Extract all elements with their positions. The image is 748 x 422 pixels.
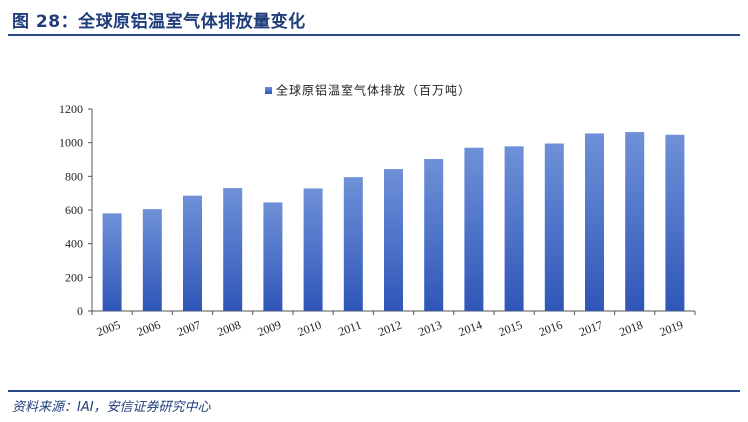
- chart-legend: 全球原铝温室气体排放（百万吨）: [265, 83, 471, 98]
- x-tick-label: 2012: [376, 318, 403, 339]
- bar-2011: [343, 177, 363, 311]
- title-divider: [8, 34, 740, 36]
- source-divider: [8, 390, 740, 392]
- x-tick-label: 2011: [336, 318, 363, 339]
- y-tick-label: 200: [65, 270, 83, 284]
- bar-2012: [384, 169, 403, 311]
- bar-2007: [183, 195, 202, 311]
- y-tick-label: 1200: [59, 102, 83, 116]
- legend-swatch: [265, 87, 272, 94]
- bar-2010: [303, 188, 323, 311]
- legend-label: 全球原铝温室气体排放（百万吨）: [276, 83, 471, 98]
- bar-2014: [464, 147, 484, 311]
- x-tick-label: 2015: [497, 318, 524, 339]
- x-tick-label: 2017: [577, 318, 604, 339]
- x-tick-label: 2006: [135, 318, 162, 339]
- bar-2016: [544, 143, 564, 311]
- y-tick-label: 600: [65, 203, 83, 217]
- y-tick-label: 800: [65, 169, 83, 183]
- x-tick-label: 2009: [256, 318, 283, 339]
- x-tick-label: 2018: [617, 318, 644, 339]
- bar-2018: [625, 132, 645, 311]
- bar-2019: [665, 134, 685, 311]
- x-tick-label: 2016: [537, 318, 564, 339]
- x-tick-label: 2019: [658, 318, 685, 339]
- bar-2006: [142, 209, 162, 311]
- x-tick-label: 2008: [215, 318, 242, 339]
- x-tick-label: 2010: [296, 318, 323, 339]
- bar-2013: [424, 158, 444, 311]
- source-note: 资料来源：IAI，安信证券研究中心: [12, 400, 211, 415]
- bar-2009: [263, 202, 283, 311]
- bar-2015: [504, 146, 524, 311]
- x-tick-label: 2005: [95, 318, 122, 339]
- y-tick-label: 1000: [59, 136, 83, 150]
- figure-title: 图 28：全球原铝温室气体排放量变化: [12, 12, 306, 32]
- bar-2017: [585, 133, 604, 311]
- x-tick-label: 2007: [175, 318, 202, 339]
- x-tick-label: 2013: [416, 318, 443, 339]
- y-tick-label: 0: [77, 304, 83, 318]
- x-tick-label: 2014: [457, 318, 484, 339]
- y-tick-label: 400: [65, 237, 83, 251]
- bar-2008: [223, 188, 243, 311]
- bar-chart: 全球原铝温室气体排放（百万吨） 0 200 400 600 800 1000 1200 20…: [59, 83, 696, 339]
- bar-2005: [102, 213, 122, 311]
